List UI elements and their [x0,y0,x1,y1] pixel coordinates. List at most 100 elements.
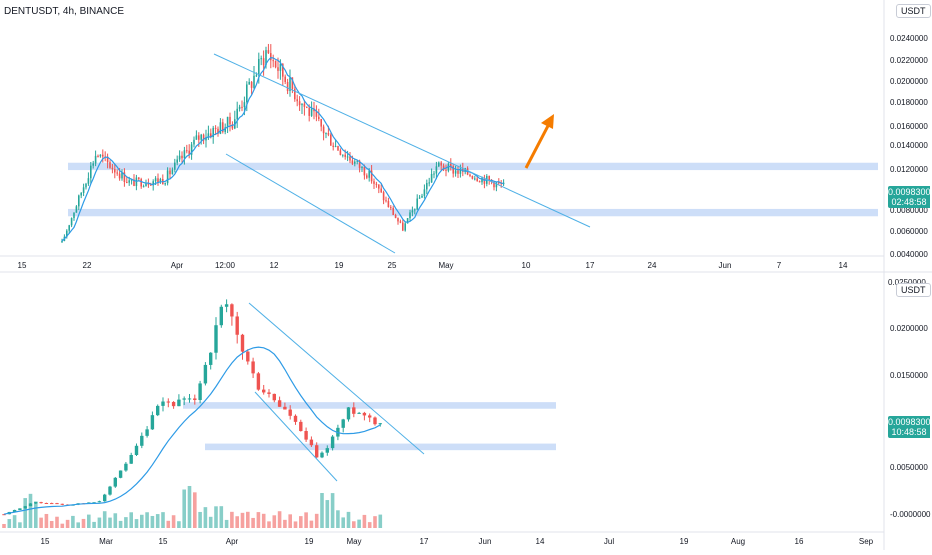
bottom-candle-body [134,445,139,455]
bottom-candle-body [267,392,271,394]
top-candle-body [66,230,68,237]
bottom-candle-body [92,502,96,504]
top-y-tick-label: 0.0200000 [890,77,928,86]
bottom-candle-body [224,304,229,307]
volume-bar [155,514,160,528]
top-candle-body [366,175,368,178]
volume-bar [299,516,303,528]
volume-bar [7,519,12,528]
bottom-x-tick-label: May [346,537,361,546]
top-candle-body [351,160,354,164]
top-candle-body [70,218,73,226]
top-candle-body [255,75,258,77]
top-candle-body [332,145,334,147]
bottom-candle-body [309,439,314,446]
bottom-candle-body [129,454,133,464]
top-candle-body [447,163,450,171]
bottom-candle-body [182,398,186,400]
top-candle-body [399,221,402,223]
top-currency-badge[interactable]: USDT [896,4,931,18]
top-y-tick-label: 0.0140000 [890,141,928,150]
volume-bar [272,515,277,528]
volume-bar [113,513,118,528]
bottom-candle-body [341,419,345,428]
bottom-last-price-tag: 0.0098300 10:48:58 [888,416,931,438]
top-x-tick-label: 12 [270,261,279,270]
top-x-tick-label: May [438,261,453,270]
top-candle-body [238,106,241,109]
volume-bar [362,514,367,528]
top-candle-body [438,162,440,167]
top-candle-body [174,162,176,170]
top-candle-body [315,111,318,117]
top-y-tick-label: 0.0040000 [890,250,928,259]
volume-bar [277,511,282,528]
top-candle-body [392,207,394,215]
top-x-tick-label: 24 [648,261,657,270]
volume-bar [34,501,38,528]
bottom-x-tick-label: Mar [99,537,113,546]
top-candle-body [99,154,102,157]
volume-bar [71,515,75,528]
top-candle-body [178,155,181,160]
volume-bar [129,512,133,528]
top-candle-body [260,58,262,60]
top-candle-body [154,178,157,182]
bottom-candle-body [230,304,234,317]
top-candle-body [433,173,435,175]
top-x-tick-label: Apr [171,261,184,270]
top-candle-body [286,82,289,91]
top-candle-body [358,160,361,168]
bottom-y-tick-label: 0.0200000 [890,324,928,333]
top-candle-body [226,116,229,128]
top-candle-body [87,178,90,184]
bottom-candle-body [325,448,329,453]
volume-bar [352,521,356,528]
volume-bar [251,517,255,528]
top-candle-body [80,192,82,196]
volume-bar [44,513,49,528]
bottom-candle-body [240,334,245,352]
bottom-candle-body [177,399,181,407]
top-candle-body [205,137,207,141]
bottom-candle-body [161,401,165,406]
top-candle-body [193,139,195,145]
volume-bar [134,519,139,528]
top-candle-body [414,209,416,211]
top-candle-body [207,133,210,138]
top-candle-body [306,106,308,108]
top-candle-body [373,181,375,184]
bottom-currency-badge[interactable]: USDT [896,283,931,297]
top-candle-body [428,182,430,184]
top-candle-body [498,182,500,184]
top-candle-body [212,127,214,137]
volume-bar [367,522,372,528]
top-candle-body [459,168,462,174]
top-candle-body [82,187,85,193]
volume-bar [314,513,319,528]
bottom-candle-body [214,325,218,353]
top-candle-body [75,206,78,213]
top-candle-body [382,192,385,201]
bottom-candle-body [97,501,102,503]
top-candle-body [111,167,114,170]
volume-bar [240,512,245,528]
top-candle-body [442,165,445,170]
bottom-candle-body [251,361,255,374]
top-candle-body [166,170,169,184]
volume-bar [198,511,202,528]
top-candle-body [90,165,92,179]
top-candle-body [361,166,363,168]
top-candle-body [310,108,313,116]
volume-bar [39,517,43,528]
top-candle-body [409,212,411,219]
volume-bar [304,512,308,528]
bottom-candle-body [193,398,197,400]
bottom-candle-body [118,470,123,478]
bottom-candle-body [140,435,144,446]
volume-bar [325,500,330,528]
top-candle-body [195,135,198,140]
bottom-candle-body [203,364,208,384]
top-candle-body [481,177,483,183]
